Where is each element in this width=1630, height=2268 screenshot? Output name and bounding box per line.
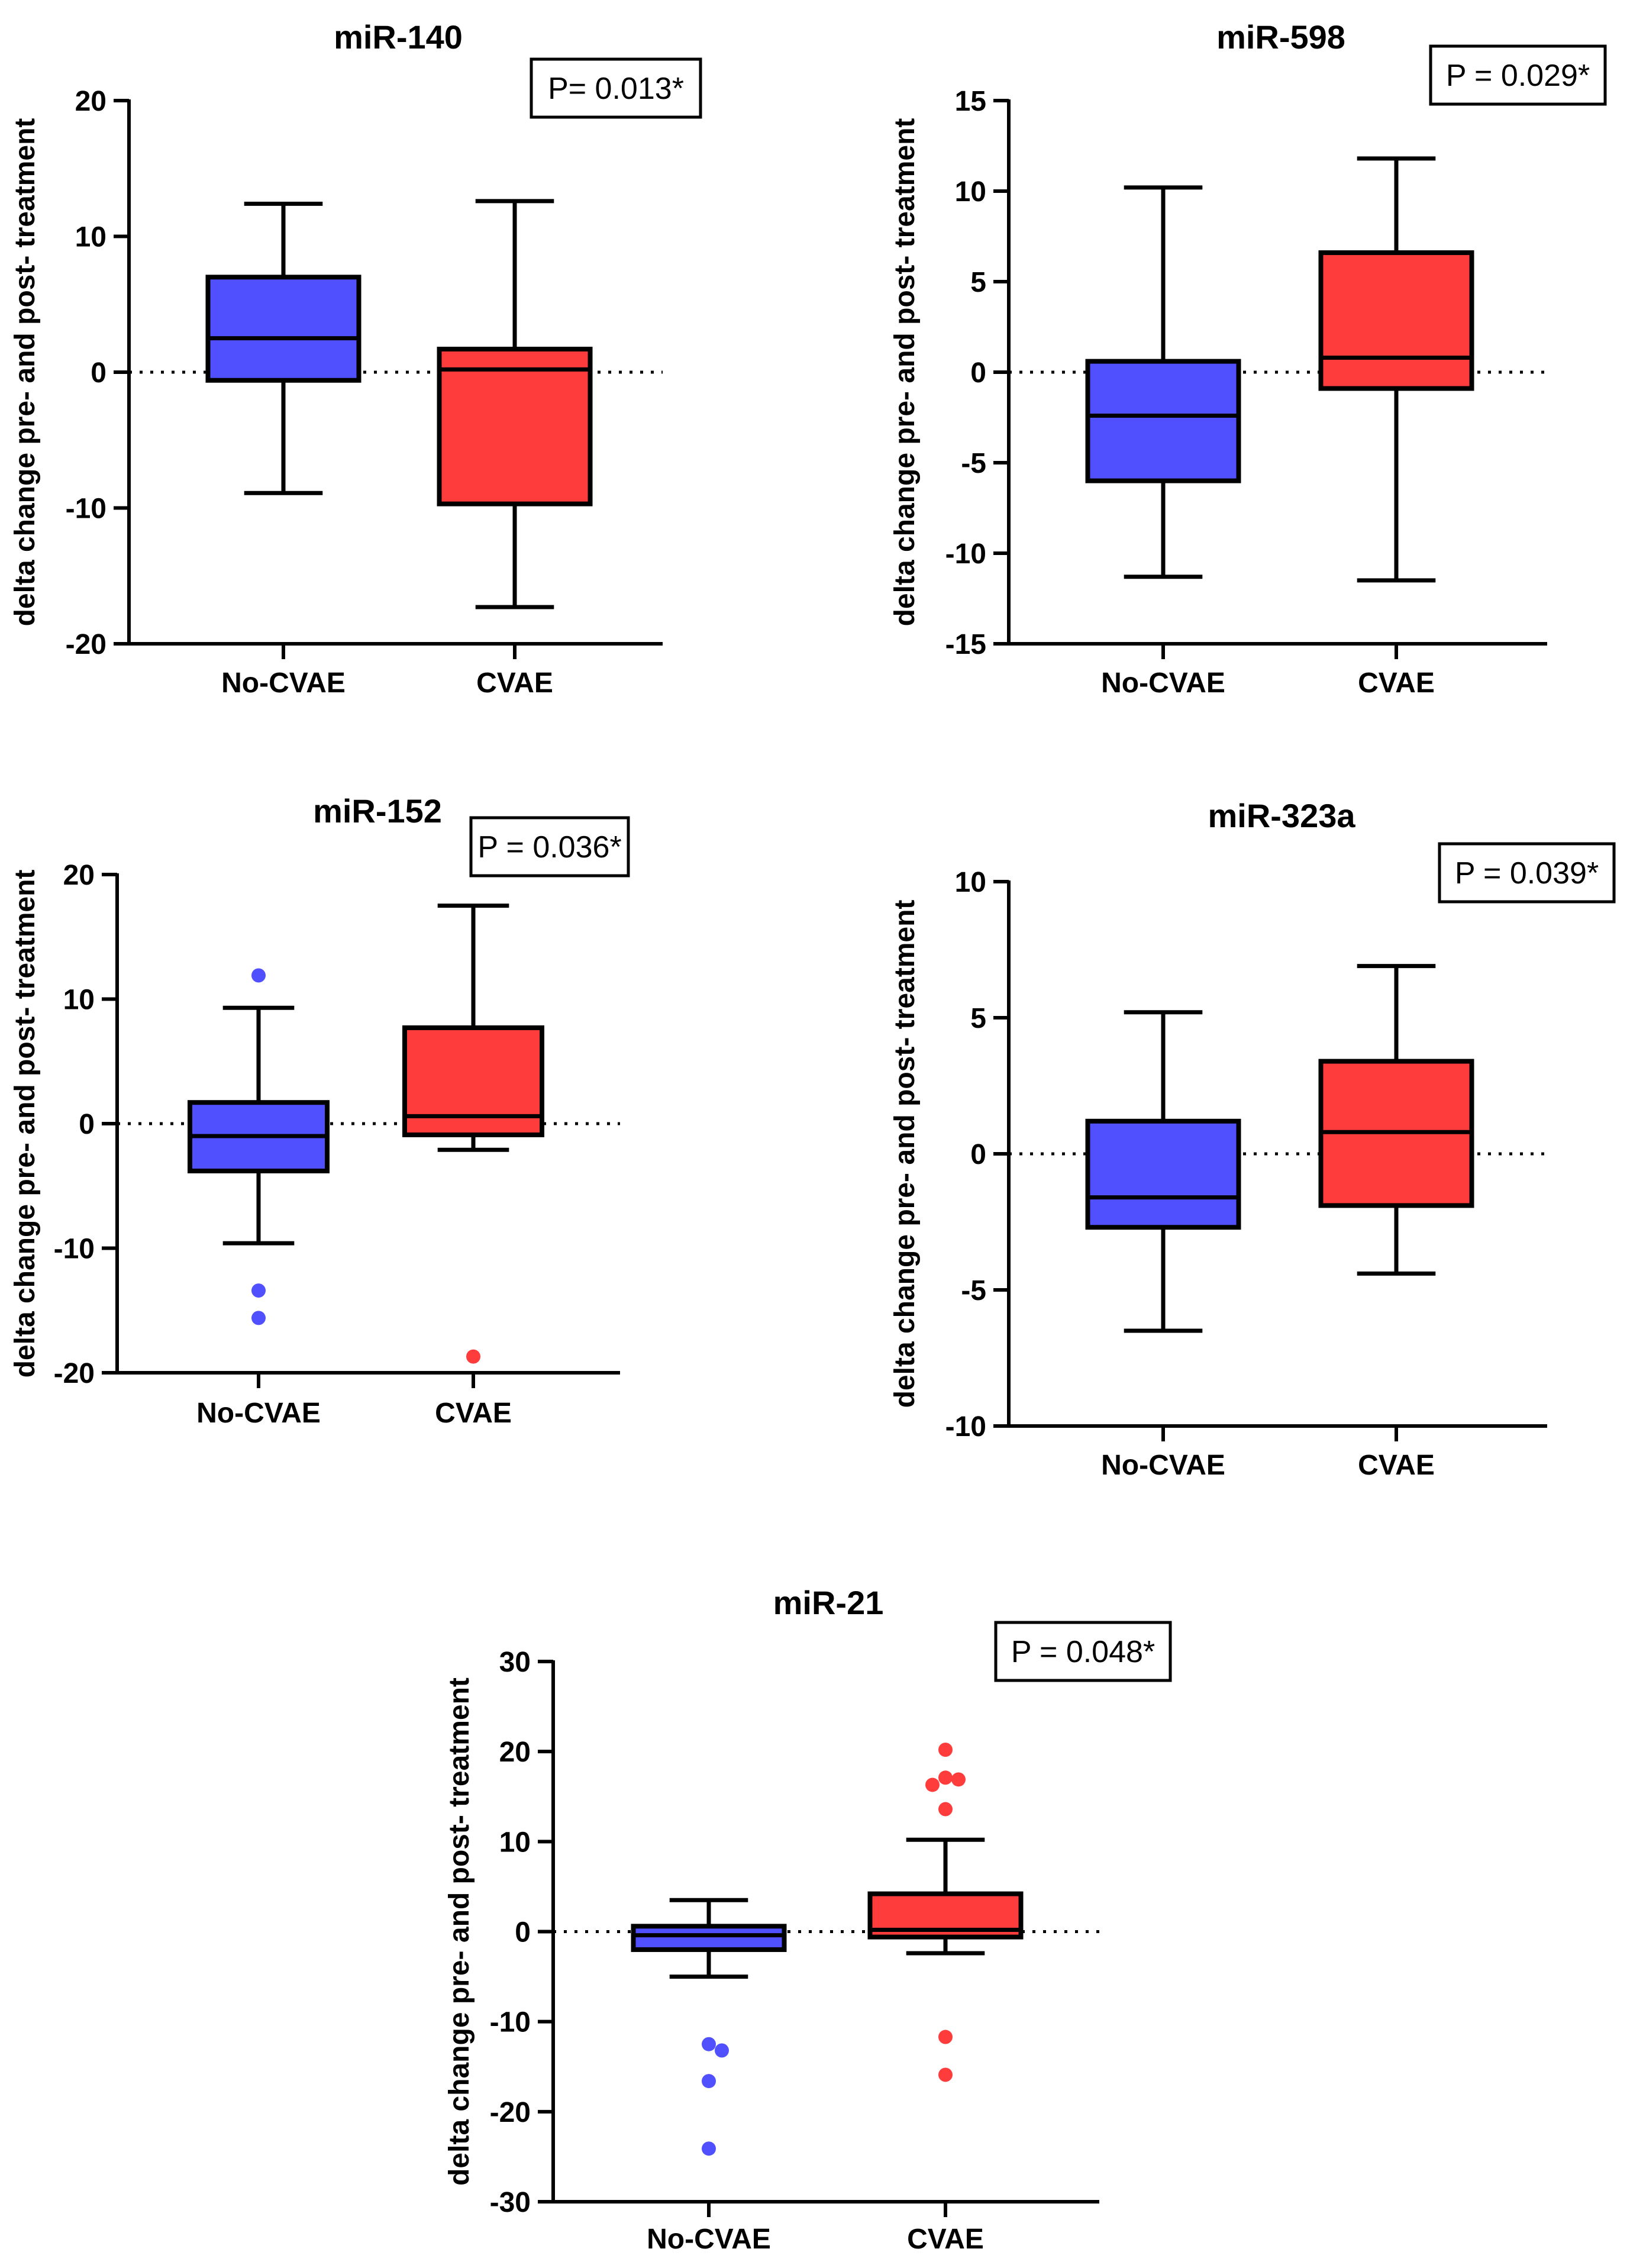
y-tick-label: -15 [945,629,986,660]
y-tick-label: 15 [955,86,986,117]
outlier-point [466,1349,480,1364]
chart-title: miR-152 [313,792,442,830]
iqr-box [402,1025,544,1137]
y-tick-label: 5 [970,1003,986,1034]
box-cvae [437,199,593,609]
p-value-label: P = 0.048* [1011,1635,1155,1669]
y-tick-label: -30 [490,2187,531,2218]
outlier-point [938,1743,953,1757]
iqr-box [437,346,593,506]
box-no-cvae [631,1898,787,2156]
y-tick-label: 0 [970,357,986,389]
y-axis-label: delta change pre- and post- treatment [9,870,41,1378]
chart-panel-mir-323a: miR-323a P = 0.039* delta change pre- and … [889,797,1616,1481]
x-tick-label: CVAE [1358,667,1435,699]
iqr-box [1085,359,1241,483]
outlier-point [938,2030,953,2044]
y-tick-label: 20 [63,860,95,891]
x-tick-label: No-CVAE [647,2224,771,2255]
chart-panel-mir-152: miR-152 P = 0.036* delta change pre- and p… [9,792,630,1429]
iqr-box [1318,250,1474,391]
x-tick-label: No-CVAE [221,667,346,699]
x-tick-label: No-CVAE [1101,667,1225,699]
outlier-point [938,1770,953,1785]
outlier-point [251,1283,266,1298]
y-tick-label: -20 [66,629,106,660]
chart-title: miR-323a [1208,797,1355,834]
p-value-box [1429,44,1607,106]
x-tick-label: CVAE [1358,1450,1435,1481]
box-no-cvae [1085,185,1241,579]
y-tick-label: 10 [955,176,986,208]
y-tick-label: -10 [490,2007,531,2038]
y-tick-label: -20 [54,1358,95,1389]
box-no-cvae [1085,1010,1241,1333]
y-tick-label: -5 [961,448,986,479]
chart-panel-mir-21: miR-21 P = 0.048* delta change pre- and po… [444,1584,1172,2255]
x-tick-label: CVAE [476,667,553,699]
y-tick-label: -20 [490,2097,531,2128]
p-value-box [530,57,702,119]
y-tick-label: 20 [499,1737,531,1768]
x-tick-label: CVAE [435,1398,512,1429]
outlier-point [251,968,266,983]
chart-title: miR-140 [334,18,463,56]
y-tick-label: -5 [961,1275,986,1306]
y-axis-label: delta change pre- and post- treatment [889,900,921,1408]
y-tick-label: 0 [91,357,106,389]
y-tick-label: -10 [945,538,986,570]
p-value-label: P= 0.013* [548,72,684,106]
outlier-point [938,1802,953,1817]
outlier-point [702,2141,716,2156]
y-axis-label: delta change pre- and post- treatment [889,118,921,627]
chart-title: miR-21 [773,1584,884,1621]
p-value-label: P = 0.029* [1446,59,1590,93]
y-tick-label: 10 [75,222,106,253]
box-no-cvae [188,968,330,1325]
y-tick-label: -10 [54,1234,95,1265]
outlier-point [715,2043,729,2058]
outlier-point [702,2074,716,2089]
p-value-label: P = 0.036* [477,830,621,864]
x-tick-label: No-CVAE [1101,1450,1225,1481]
outlier-point [251,1311,266,1325]
outlier-point [925,1777,940,1792]
y-tick-label: 0 [515,1917,531,1948]
y-tick-label: 10 [955,867,986,898]
p-value-box [1438,842,1616,904]
y-tick-label: 0 [970,1139,986,1170]
x-tick-label: CVAE [907,2224,984,2255]
chart-panel-mir-140: miR-140 P= 0.013* delta change pre- and po… [9,18,702,699]
iqr-box [1085,1118,1241,1230]
y-tick-label: 30 [499,1647,531,1678]
y-tick-label: 5 [970,267,986,298]
outlier-point [951,1772,966,1787]
x-tick-label: No-CVAE [196,1398,321,1429]
p-value-box [469,816,630,877]
iqr-box [631,1924,787,1952]
box-cvae [1318,156,1474,583]
outlier-point [938,2067,953,2082]
y-tick-label: -10 [66,493,106,525]
chart-title: miR-598 [1216,18,1345,56]
chart-panel-mir-598: miR-598 P = 0.029* delta change pre- and p… [889,18,1607,699]
outlier-point [702,2037,716,2051]
y-tick-label: -10 [945,1411,986,1443]
y-tick-label: 10 [63,985,95,1016]
y-axis-label: delta change pre- and post- treatment [444,1677,475,2186]
box-cvae [867,1743,1024,2082]
iqr-box [205,275,361,383]
box-cvae [402,904,544,1364]
box-no-cvae [205,201,361,495]
y-tick-label: 0 [79,1109,95,1140]
box-cvae [1318,964,1474,1276]
y-tick-label: 10 [499,1827,531,1858]
y-axis-label: delta change pre- and post- treatment [9,118,41,627]
p-value-label: P = 0.039* [1455,856,1599,891]
y-tick-label: 20 [75,86,106,117]
p-value-box [994,1621,1172,1682]
